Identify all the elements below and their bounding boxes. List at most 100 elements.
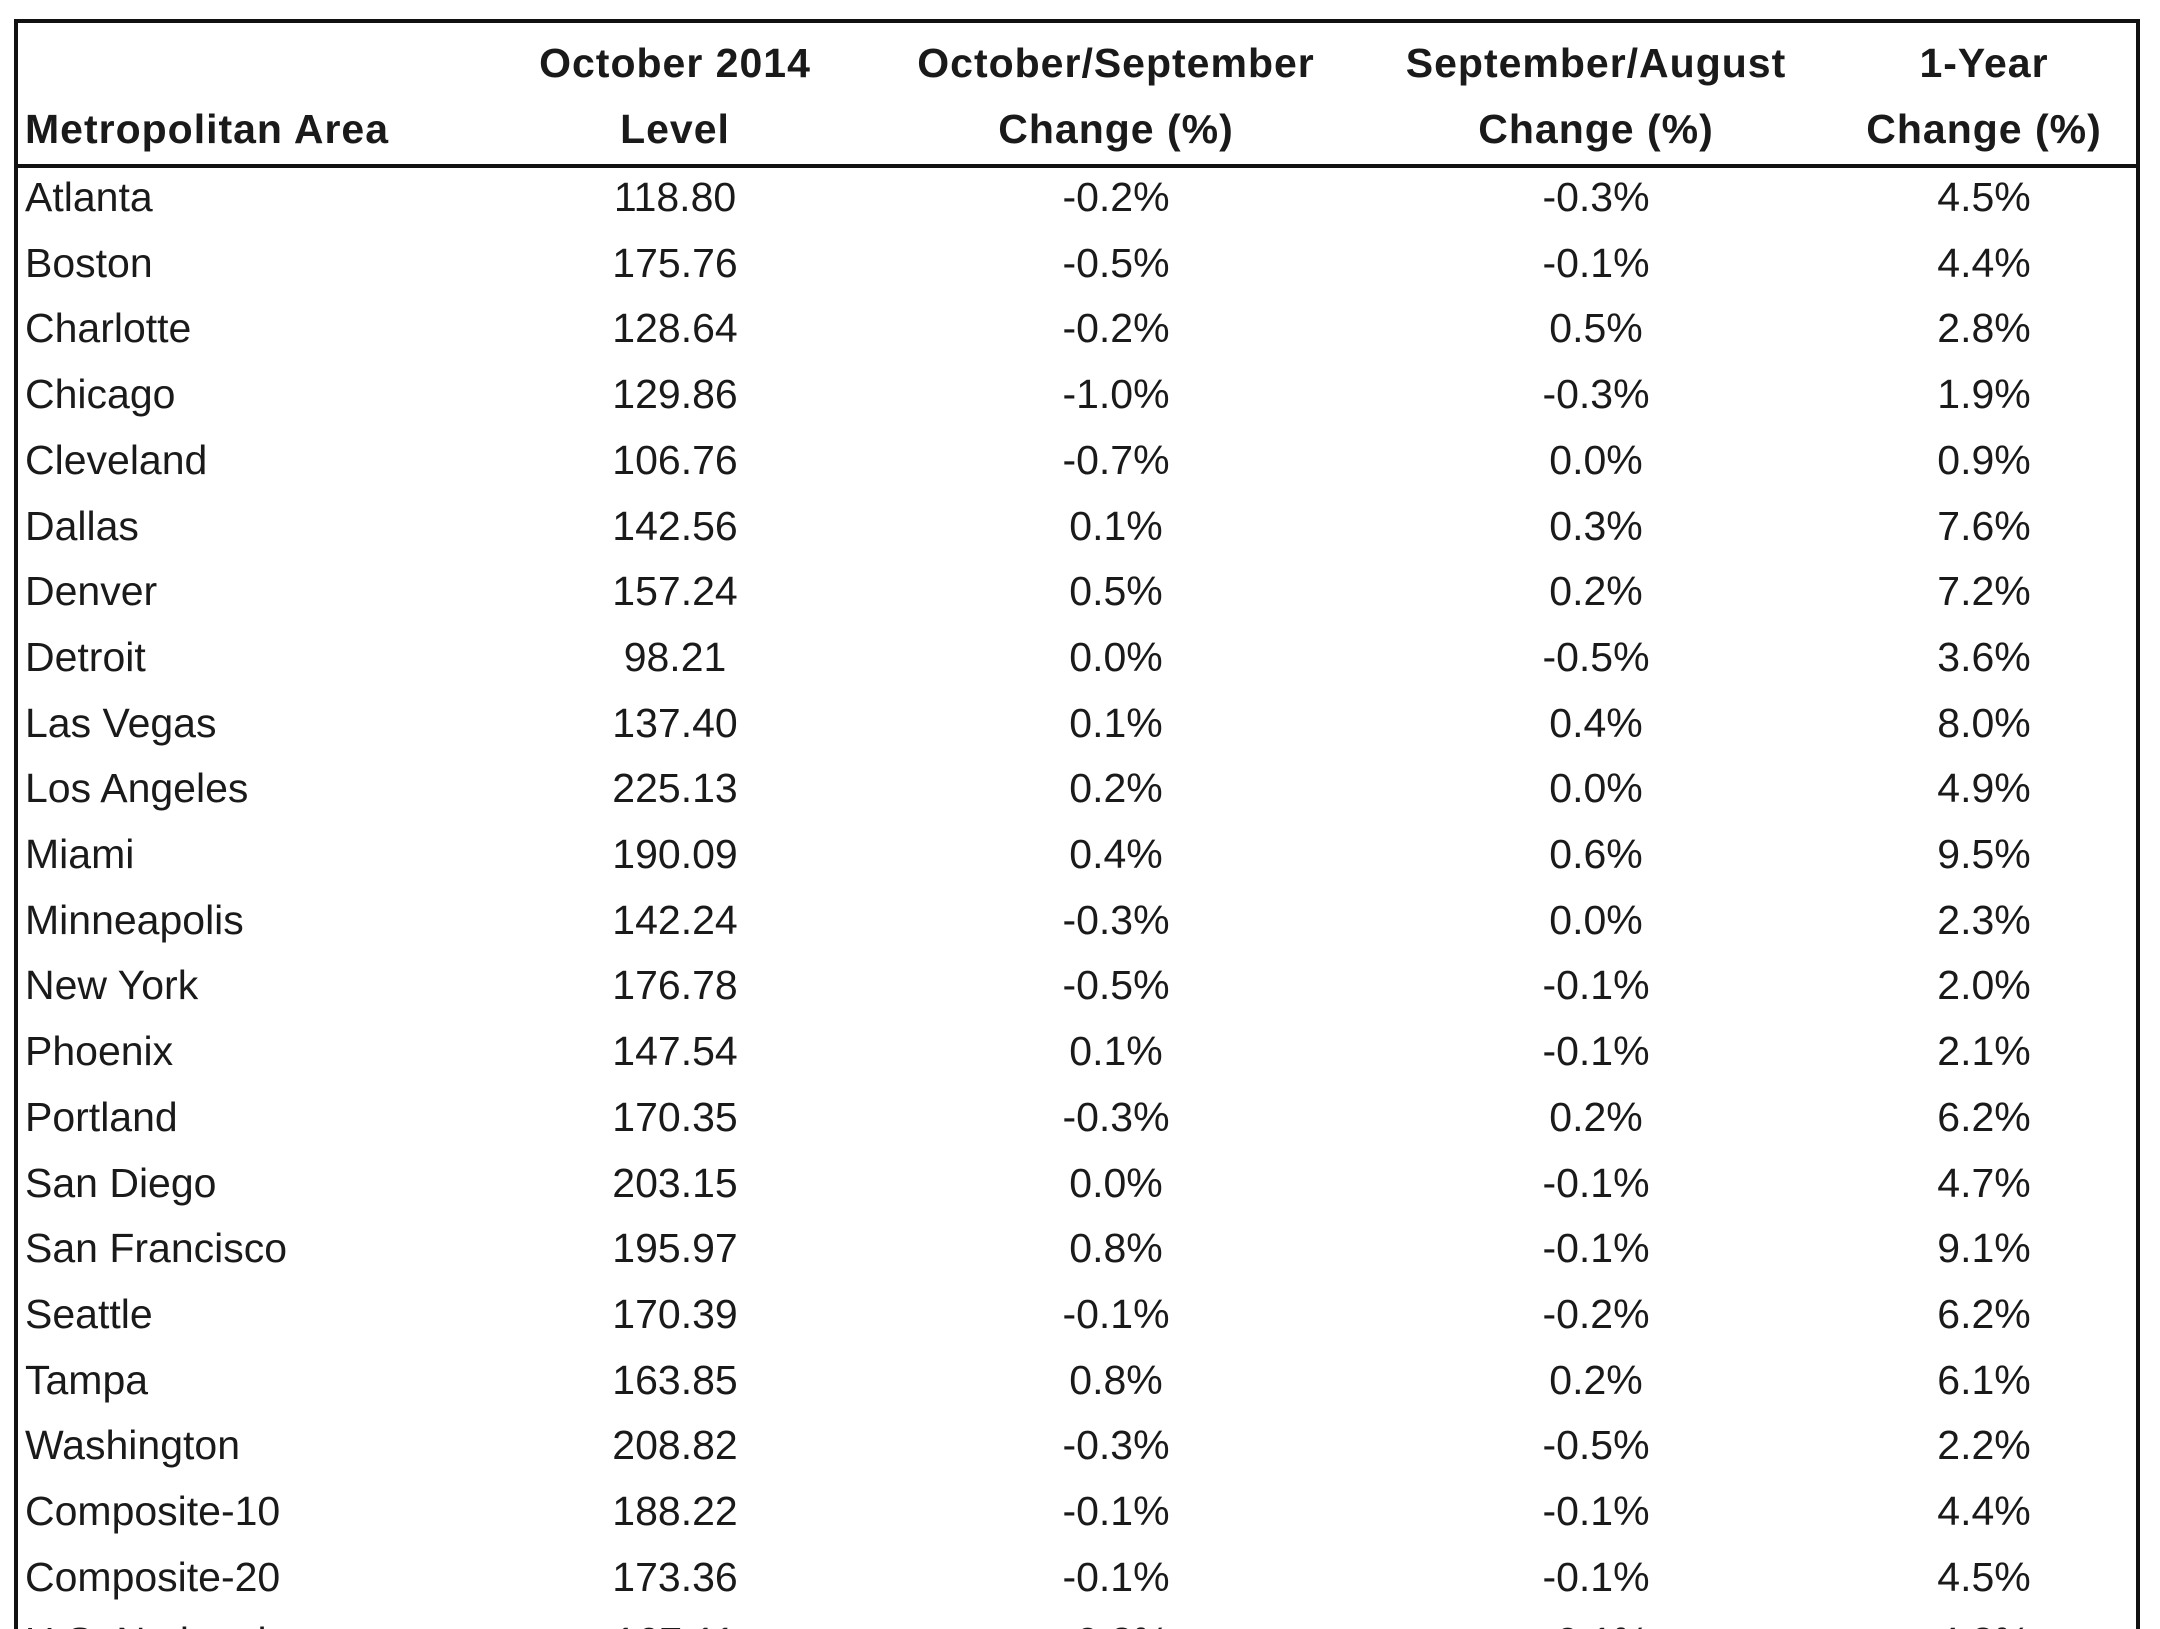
table-cell: 0.9%	[1937, 436, 2031, 483]
table-cell: -0.3%	[1542, 371, 1650, 418]
table-cell: -0.5%	[1542, 633, 1650, 680]
column-header: 1-Year	[1919, 40, 2049, 86]
table-cell: -0.2%	[1542, 1290, 1650, 1337]
table-cell: 0.5%	[1069, 568, 1163, 615]
table-cell: -0.2%	[1062, 174, 1170, 220]
table-cell: 6.1%	[1937, 1356, 2031, 1403]
table-cell: -0.3%	[1062, 1422, 1170, 1469]
table-cell: 0.0%	[1069, 1159, 1163, 1206]
table-cell: 0.1%	[1069, 699, 1163, 746]
row-label: Portland	[25, 1093, 178, 1140]
table-cell: 2.2%	[1937, 1422, 2031, 1469]
table-cell: 203.15	[612, 1159, 738, 1206]
column-header: September/August	[1405, 40, 1787, 86]
table-cell: 4.4%	[1937, 1488, 2031, 1534]
column-header: Change (%)	[1478, 106, 1714, 152]
table-cell: 157.24	[612, 568, 738, 615]
table-cell: 2.0%	[1937, 962, 2031, 1009]
table-cell: 0.5%	[1549, 305, 1643, 352]
column-header: Metropolitan Area	[25, 106, 390, 152]
row-label: Cleveland	[25, 436, 208, 483]
table-cell: -0.2%	[1062, 305, 1170, 352]
table-cell: 118.80	[613, 174, 737, 220]
row-label: Las Vegas	[25, 699, 217, 746]
column-header: Change (%)	[1866, 106, 2102, 152]
table-cell: 4.9%	[1937, 765, 2031, 812]
table-cell: -0.1%	[1062, 1488, 1170, 1534]
row-label: Minneapolis	[25, 896, 244, 943]
row-label: Los Angeles	[25, 765, 249, 812]
table-cell: 195.97	[612, 1225, 738, 1272]
table-cell: 0.4%	[1549, 699, 1643, 746]
row-label: Detroit	[25, 633, 146, 680]
table-cell: -0.3%	[1062, 1093, 1170, 1140]
table-cell: 0.0%	[1069, 633, 1163, 680]
table-cell: 4.8%	[1937, 1618, 2030, 1629]
table-cell: 2.1%	[1937, 1028, 2031, 1075]
table-cell: 163.85	[612, 1356, 738, 1403]
table-cell: 2.8%	[1937, 305, 2031, 352]
table-cell: 170.39	[612, 1290, 738, 1337]
table-cell: 4.4%	[1937, 239, 2031, 286]
table-cell: -0.1%	[1542, 1553, 1650, 1600]
table-cell: -1.0%	[1062, 371, 1170, 418]
row-label: Denver	[25, 568, 158, 615]
table-cell: 170.35	[612, 1093, 738, 1140]
row-label: Charlotte	[25, 305, 192, 352]
table-cell: 0.8%	[1069, 1356, 1163, 1403]
table-cell: 0.8%	[1069, 1225, 1163, 1272]
table-cell: 167.11	[614, 1618, 736, 1629]
table-cell: -0.1%	[1542, 1488, 1650, 1534]
table-cell: 0.2%	[1069, 765, 1163, 812]
row-label: San Diego	[25, 1159, 217, 1206]
table-cell: -0.1%	[1062, 1290, 1170, 1337]
table-cell: 0.2%	[1549, 1093, 1643, 1140]
table-cell: 225.13	[612, 765, 738, 812]
table-cell: 2.3%	[1937, 896, 2031, 943]
table-cell: 0.4%	[1069, 831, 1163, 877]
table-cell: 0.2%	[1549, 1356, 1643, 1403]
row-label: Washington	[25, 1422, 240, 1469]
table-cell: 9.5%	[1937, 831, 2031, 877]
table-cell: 8.0%	[1937, 699, 2031, 746]
row-label: San Francisco	[25, 1225, 288, 1272]
table-cell: 142.24	[612, 896, 738, 943]
table-cell: -0.3%	[1062, 896, 1170, 943]
column-header: October/September	[917, 40, 1315, 86]
table-cell: -0.1%	[1542, 1618, 1649, 1629]
table-cell: 147.54	[612, 1028, 738, 1075]
table-cell: 137.40	[612, 699, 738, 746]
table-cell: -0.5%	[1062, 962, 1170, 1009]
table-cell: 208.82	[612, 1422, 738, 1469]
table-cell: 190.09	[612, 831, 738, 877]
table-cell: 4.5%	[1937, 174, 2031, 220]
table-cell: -0.1%	[1542, 239, 1650, 286]
column-header: Level	[620, 106, 730, 152]
row-label: Tampa	[25, 1356, 149, 1403]
table-cell: 142.56	[612, 502, 738, 549]
table-cell: -0.1%	[1542, 1225, 1650, 1272]
table-cell: 3.6%	[1937, 633, 2031, 680]
row-label: Boston	[25, 239, 153, 286]
table-cell: -0.1%	[1062, 1553, 1170, 1600]
table-cell: 1.9%	[1937, 371, 2031, 418]
table-cell: -0.5%	[1542, 1422, 1650, 1469]
row-label: Atlanta	[25, 174, 153, 220]
header-rule	[18, 164, 2136, 168]
table-cell: -0.1%	[1542, 962, 1650, 1009]
table-cell: 0.2%	[1549, 568, 1643, 615]
table-cell: 9.1%	[1937, 1225, 2031, 1272]
table-cell: 0.0%	[1549, 765, 1643, 812]
table-cell: 0.1%	[1069, 502, 1163, 549]
table-cell: 6.2%	[1937, 1290, 2031, 1337]
table-cell: 7.6%	[1937, 502, 2031, 549]
table-cell: -0.5%	[1062, 239, 1170, 286]
table-cell: 0.3%	[1549, 502, 1643, 549]
row-label: Chicago	[25, 371, 176, 418]
table-cell: 0.1%	[1069, 1028, 1163, 1075]
row-label: Composite-20	[25, 1553, 281, 1600]
table-cell: -0.3%	[1542, 174, 1650, 220]
row-label: Miami	[25, 831, 135, 877]
row-label: Seattle	[25, 1290, 153, 1337]
table-cell: 4.7%	[1937, 1159, 2031, 1206]
